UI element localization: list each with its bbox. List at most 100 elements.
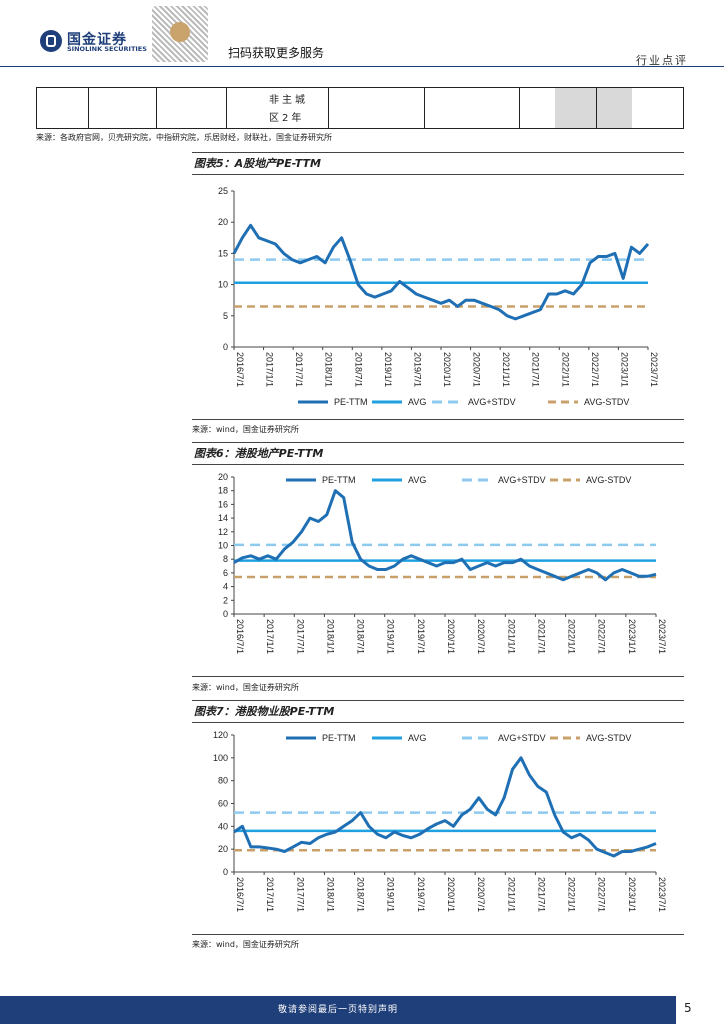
y-tick-label: 0 — [223, 609, 228, 619]
y-tick-label: 5 — [223, 311, 228, 321]
x-tick-label: 2022/1/1 — [567, 877, 577, 912]
chart-6: 0 2 4 6 8 10 12 14 16 18 20 2016/7/1 2017/1/1 2017/7/… — [218, 472, 667, 654]
y-tick-label: 120 — [213, 730, 228, 740]
x-tick-label: 2023/7/1 — [657, 619, 667, 654]
x-tick-label: 2016/7/1 — [235, 352, 245, 387]
x-tick-label: 2018/1/1 — [325, 619, 335, 654]
table-cell-text: 非主城 区2年 — [269, 95, 308, 124]
x-tick-label: 2020/1/1 — [442, 352, 452, 387]
source-note-4: 来源：wind，国金证券研究所 — [192, 940, 299, 949]
y-tick-label: 20 — [218, 472, 228, 482]
legend-entry: AVG — [408, 397, 426, 407]
x-tick-label: 2023/1/1 — [627, 877, 637, 912]
footer-disclaimer: 敬请参阅最后一页特别声明 — [277, 1005, 398, 1015]
x-tick-label: 2017/7/1 — [295, 877, 305, 912]
x-tick-label: 2022/1/1 — [560, 352, 570, 387]
legend-entry: AVG-STDV — [586, 475, 631, 485]
y-tick-label: 20 — [218, 844, 228, 854]
y-tick-label: 18 — [218, 486, 228, 496]
x-tick-label: 2018/7/1 — [353, 352, 363, 387]
figure6-bottom-rule — [192, 676, 684, 677]
page-number: 5 — [684, 1001, 692, 1015]
legend-entry: PE-TTM — [322, 475, 356, 485]
x-tick-label: 2021/7/1 — [536, 619, 546, 654]
x-tick-label: 2023/1/1 — [627, 619, 637, 654]
x-tick-label: 2017/1/1 — [265, 877, 275, 912]
y-tick-label: 10 — [218, 280, 228, 290]
y-tick-label: 0 — [223, 342, 228, 352]
y-tick-label: 4 — [223, 582, 228, 592]
x-tick-label: 2016/7/1 — [235, 877, 245, 912]
qr-code-icon[interactable] — [152, 6, 208, 62]
qr-caption: 扫码获取更多服务 — [228, 46, 325, 60]
x-tick-label: 2017/7/1 — [294, 352, 304, 387]
qr-center-icon — [170, 22, 190, 42]
pe-ttm-series-line — [232, 223, 650, 321]
legend-entry: AVG+STDV — [498, 475, 546, 485]
y-tick-label: 60 — [218, 799, 228, 809]
figure5-bottom-rule — [192, 419, 684, 420]
x-tick-label: 2022/7/1 — [590, 352, 600, 387]
x-tick-label: 2018/7/1 — [356, 877, 366, 912]
y-tick-label: 10 — [218, 541, 228, 551]
y-tick-label: 8 — [223, 554, 228, 564]
pe-ttm-series-line — [233, 489, 657, 582]
x-tick-label: 2017/7/1 — [295, 619, 305, 654]
x-tick-label: 2021/7/1 — [536, 877, 546, 912]
x-tick-label: 2019/1/1 — [386, 877, 396, 912]
x-tick-label: 2022/1/1 — [567, 619, 577, 654]
x-tick-label: 2018/7/1 — [356, 619, 366, 654]
x-tick-label: 2021/1/1 — [506, 619, 516, 654]
pe-ttm-series-line — [233, 756, 657, 858]
x-tick-label: 2022/7/1 — [597, 877, 607, 912]
x-tick-label: 2020/7/1 — [472, 352, 482, 387]
y-tick-label: 100 — [213, 753, 228, 763]
y-tick-label: 14 — [218, 513, 228, 523]
x-tick-label: 2019/7/1 — [412, 352, 422, 387]
legend-entry: PE-TTM — [334, 397, 368, 407]
source-note-1: 来源：各政府官网，贝壳研究院，中指研究院，乐居财经，财联社，国金证券研究所 — [36, 133, 332, 142]
y-tick-label: 6 — [223, 568, 228, 578]
legend-entry: PE-TTM — [322, 733, 356, 743]
x-tick-label: 2016/7/1 — [235, 619, 245, 654]
y-tick-label: 15 — [218, 248, 228, 258]
logo-cn: 国金证券 — [67, 32, 127, 48]
page-footer: 敬请参阅最后一页特别声明 — [0, 996, 676, 1024]
page-header: 国金证券 SINOLINK SECURITIES 扫码获取更多服务 行业点评 — [0, 0, 724, 67]
table-shaded-cell — [555, 88, 632, 128]
x-tick-label: 2019/7/1 — [416, 619, 426, 654]
y-tick-label: 20 — [218, 217, 228, 227]
y-tick-label: 12 — [218, 527, 228, 537]
legend-entry: AVG+STDV — [498, 733, 546, 743]
legend-entry: AVG-STDV — [586, 733, 631, 743]
x-tick-label: 2023/7/1 — [657, 877, 667, 912]
x-tick-label: 2021/7/1 — [531, 352, 541, 387]
section-tag: 行业点评 — [636, 54, 688, 67]
y-tick-label: 25 — [218, 186, 228, 196]
header-divider — [0, 66, 724, 67]
x-tick-label: 2020/1/1 — [446, 877, 456, 912]
figure6-title: 图表6：港股地产PE-TTM — [192, 442, 684, 465]
y-tick-label: 2 — [223, 595, 228, 605]
y-tick-label: 0 — [223, 867, 228, 877]
chart-5: 0 5 10 15 20 25 2016/7/1 2017/1/1 2017/7/1 2018/1… — [218, 186, 659, 407]
source-note-3: 来源：wind，国金证券研究所 — [192, 683, 299, 692]
x-tick-label: 2019/7/1 — [416, 877, 426, 912]
x-tick-label: 2018/1/1 — [325, 877, 335, 912]
y-tick-label: 16 — [218, 499, 228, 509]
x-tick-label: 2019/1/1 — [383, 352, 393, 387]
x-tick-label: 2018/1/1 — [324, 352, 334, 387]
figure7-bottom-rule — [192, 934, 684, 935]
x-tick-label: 2017/1/1 — [265, 619, 275, 654]
x-tick-label: 2020/1/1 — [446, 619, 456, 654]
chart-7: 0 20 40 60 80 100 120 2016/7/1 2017/1/1 2017/7/1 2… — [213, 730, 667, 912]
legend-entry: AVG-STDV — [584, 397, 629, 407]
x-tick-label: 2023/7/1 — [649, 352, 659, 387]
legend-entry: AVG — [408, 733, 426, 743]
legend-entry: AVG — [408, 475, 426, 485]
figure7-title: 图表7：港股物业股PE-TTM — [192, 700, 684, 723]
logo-en: SINOLINK SECURITIES — [67, 45, 147, 53]
x-tick-label: 2022/7/1 — [597, 619, 607, 654]
y-tick-label: 40 — [218, 821, 228, 831]
